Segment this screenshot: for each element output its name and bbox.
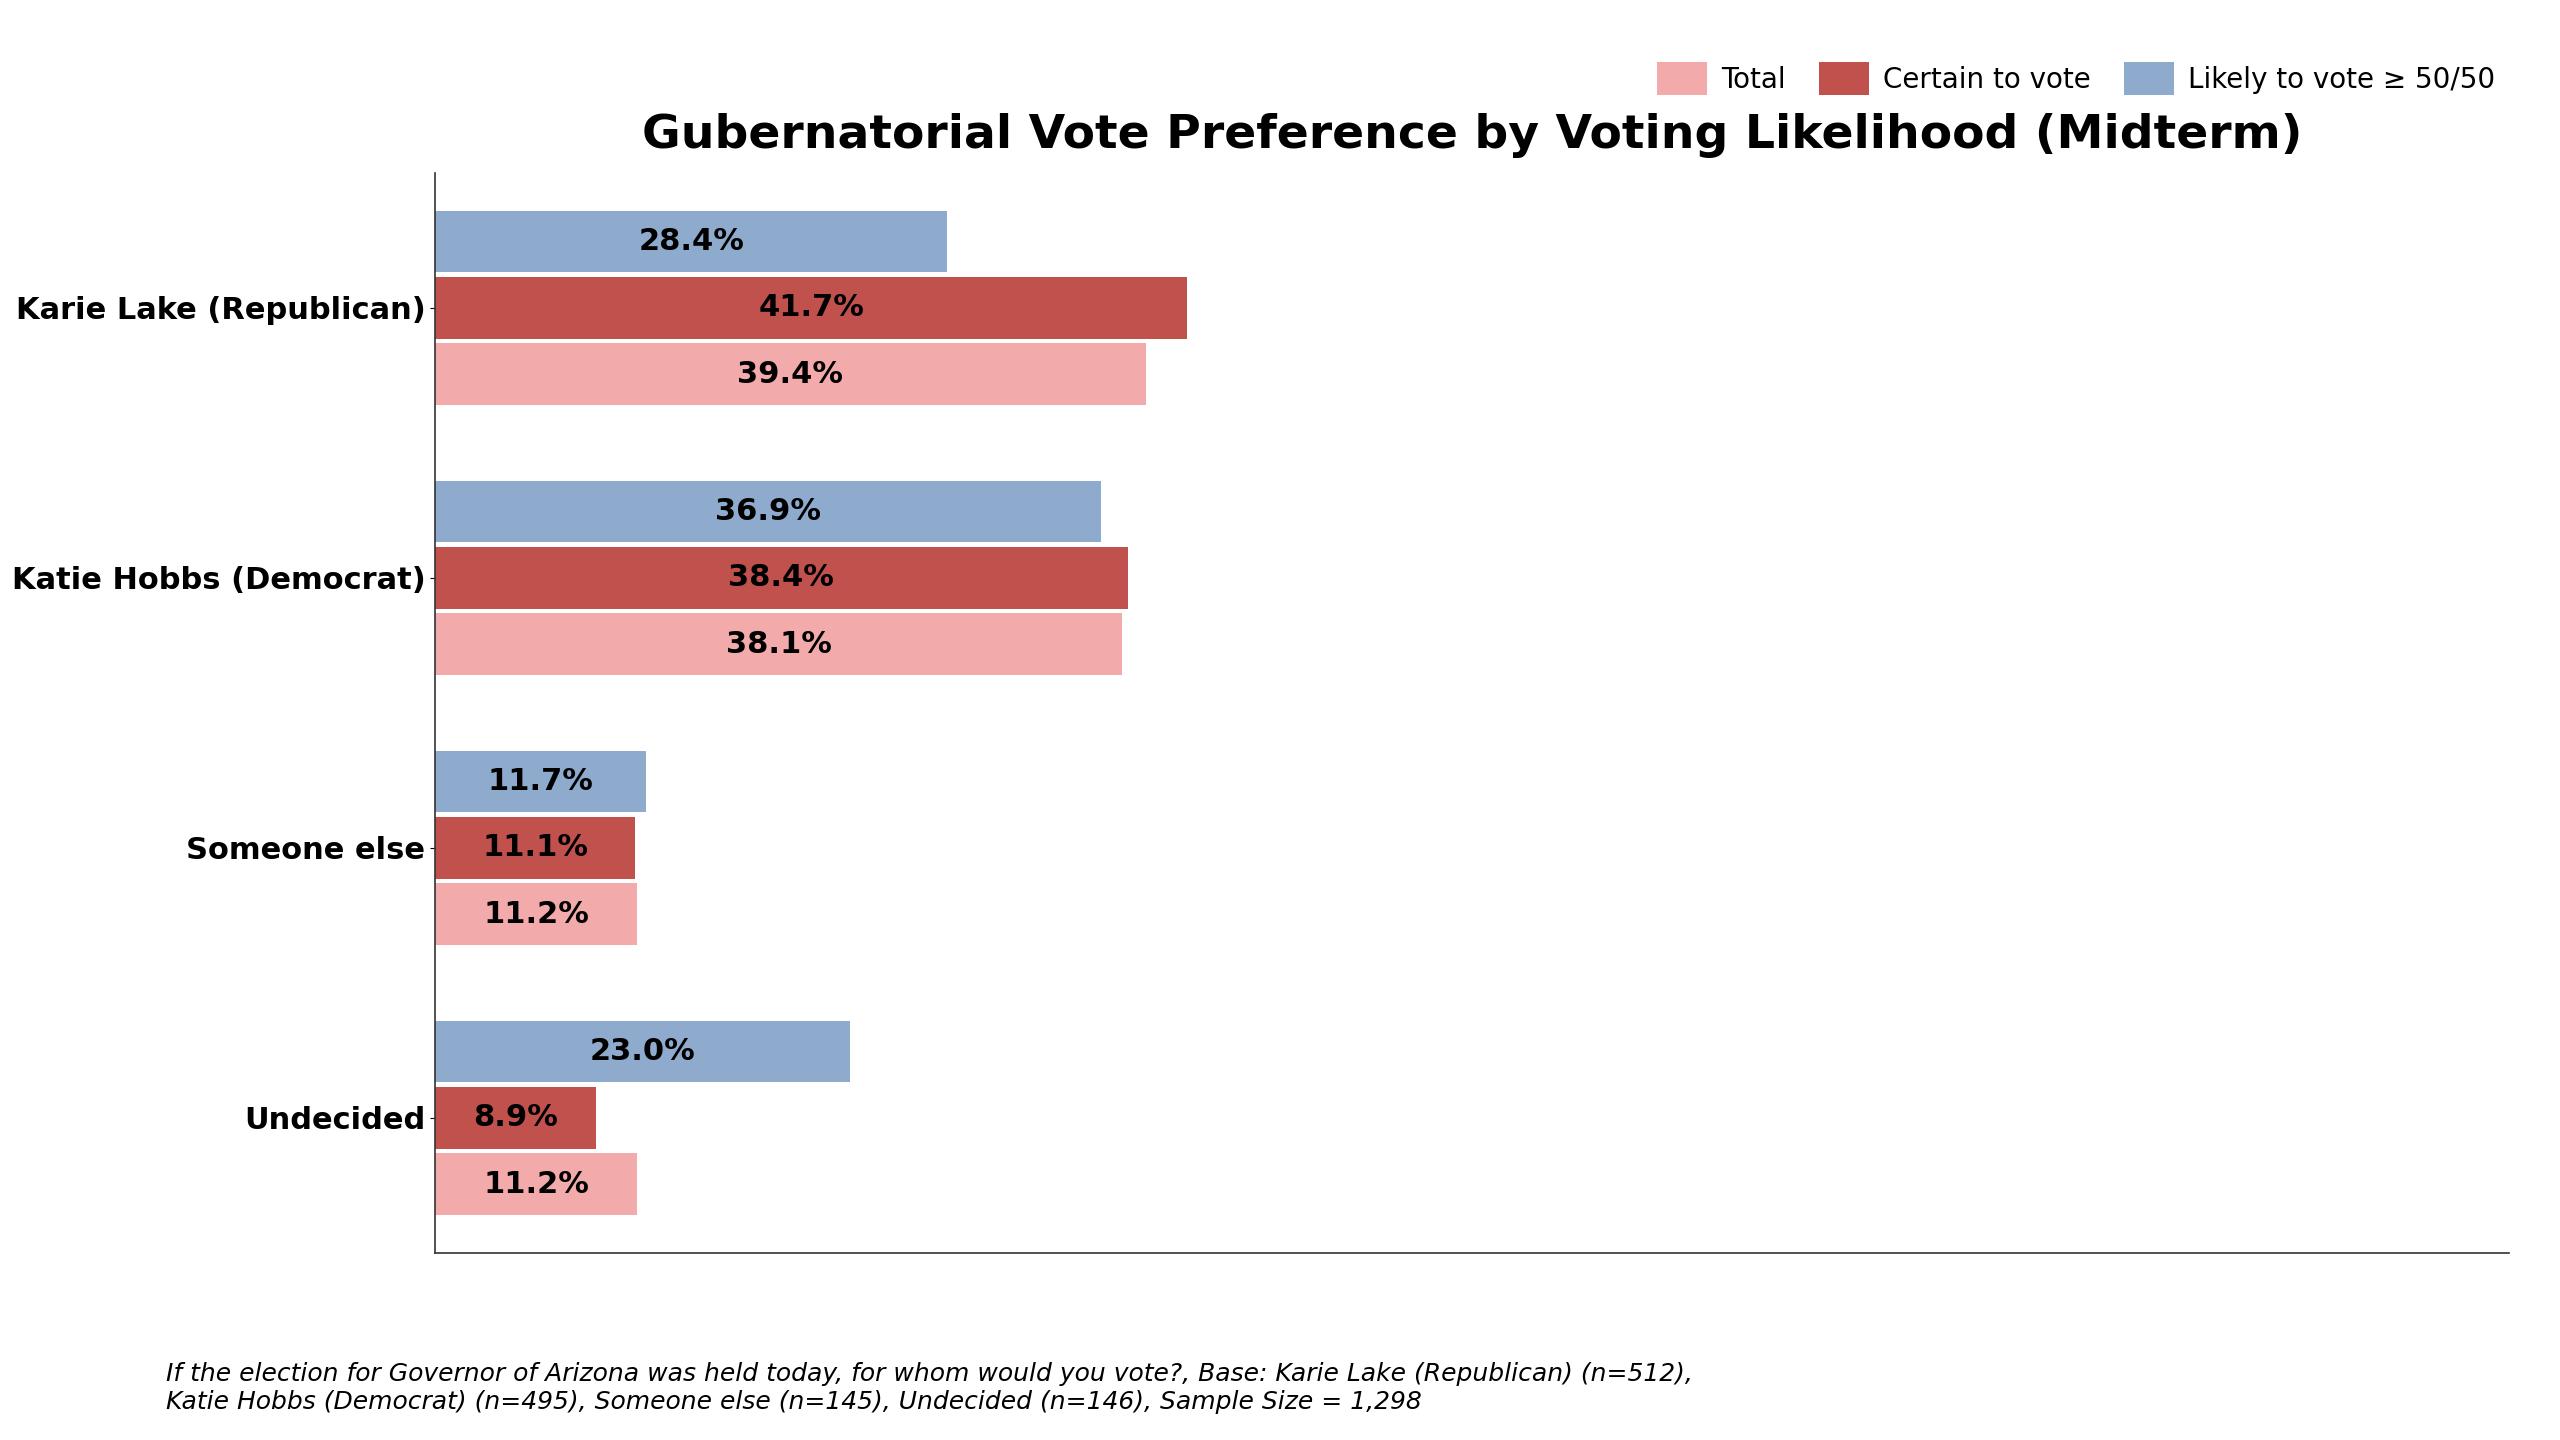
Bar [435, 344, 1147, 405]
Text: 23.0%: 23.0% [589, 1037, 696, 1066]
Text: 38.1%: 38.1% [724, 629, 832, 658]
Text: 39.4%: 39.4% [737, 360, 842, 389]
Bar [435, 816, 635, 878]
Bar [435, 883, 637, 945]
Text: 11.7%: 11.7% [489, 768, 594, 796]
Bar [435, 750, 645, 812]
Text: 11.2%: 11.2% [484, 900, 589, 929]
Bar [435, 613, 1121, 675]
Bar [435, 1153, 637, 1215]
Bar [435, 276, 1188, 338]
Text: 41.7%: 41.7% [758, 294, 865, 323]
Text: 8.9%: 8.9% [474, 1103, 558, 1132]
Text: If the election for Governor of Arizona was held today, for whom would you vote?: If the election for Governor of Arizona … [166, 1362, 1692, 1414]
Bar [435, 1021, 850, 1083]
Bar [435, 1087, 596, 1149]
Text: 38.4%: 38.4% [730, 563, 835, 592]
Bar [435, 481, 1101, 541]
Text: 36.9%: 36.9% [714, 497, 822, 526]
Text: 28.4%: 28.4% [637, 228, 745, 256]
Bar [435, 210, 947, 272]
Text: 11.2%: 11.2% [484, 1169, 589, 1198]
Legend: Total, Certain to vote, Likely to vote ≥ 50/50: Total, Certain to vote, Likely to vote ≥… [1656, 62, 2496, 95]
Text: 11.1%: 11.1% [481, 834, 589, 863]
Bar [435, 547, 1126, 609]
Title: Gubernatorial Vote Preference by Voting Likelihood (Midterm): Gubernatorial Vote Preference by Voting … [643, 112, 2301, 158]
